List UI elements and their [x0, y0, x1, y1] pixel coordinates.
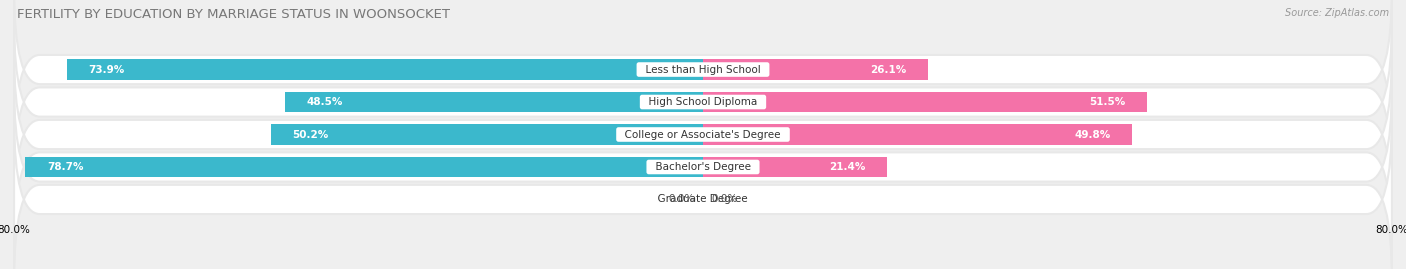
Text: 0.0%: 0.0%	[668, 194, 695, 204]
Text: College or Associate's Degree: College or Associate's Degree	[619, 129, 787, 140]
Text: 73.9%: 73.9%	[89, 65, 124, 75]
Text: 48.5%: 48.5%	[307, 97, 343, 107]
FancyBboxPatch shape	[14, 0, 1392, 152]
FancyBboxPatch shape	[14, 19, 1392, 185]
Text: 50.2%: 50.2%	[292, 129, 329, 140]
FancyBboxPatch shape	[14, 52, 1392, 217]
Text: Graduate Degree: Graduate Degree	[651, 194, 755, 204]
Bar	[703, 92, 1146, 112]
Text: 51.5%: 51.5%	[1088, 97, 1125, 107]
Text: 0.0%: 0.0%	[711, 194, 738, 204]
Bar	[703, 157, 887, 177]
Text: 26.1%: 26.1%	[870, 65, 907, 75]
Text: High School Diploma: High School Diploma	[643, 97, 763, 107]
Bar	[25, 157, 703, 177]
Text: 78.7%: 78.7%	[46, 162, 83, 172]
FancyBboxPatch shape	[14, 84, 1392, 250]
Text: Less than High School: Less than High School	[638, 65, 768, 75]
Text: 21.4%: 21.4%	[830, 162, 866, 172]
Text: Bachelor's Degree: Bachelor's Degree	[648, 162, 758, 172]
Text: Source: ZipAtlas.com: Source: ZipAtlas.com	[1285, 8, 1389, 18]
Bar	[703, 125, 1132, 144]
Bar	[285, 92, 703, 112]
FancyBboxPatch shape	[14, 117, 1392, 269]
Bar	[703, 59, 928, 80]
Text: 49.8%: 49.8%	[1074, 129, 1111, 140]
Bar	[271, 125, 703, 144]
Bar	[66, 59, 703, 80]
Text: FERTILITY BY EDUCATION BY MARRIAGE STATUS IN WOONSOCKET: FERTILITY BY EDUCATION BY MARRIAGE STATU…	[17, 8, 450, 21]
